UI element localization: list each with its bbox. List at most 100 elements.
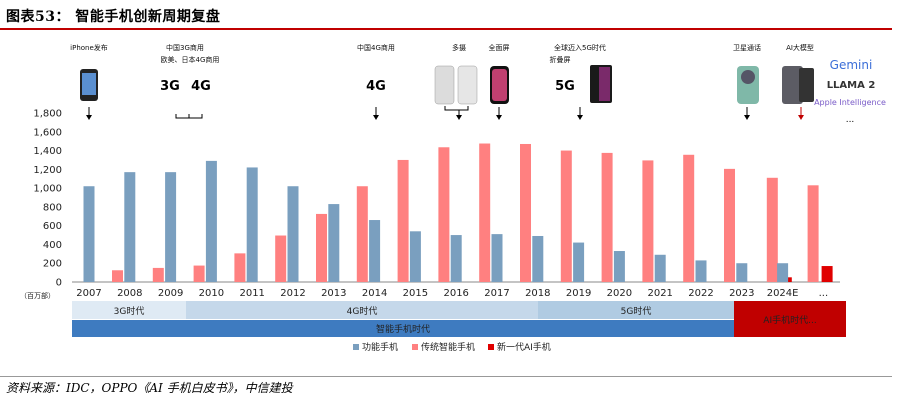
annotation-satellite: 卫星通话 xyxy=(733,43,761,120)
y-tick-label: 1,400 xyxy=(33,146,62,157)
phone-icon xyxy=(434,65,455,105)
x-tick-label: 2014 xyxy=(362,288,387,299)
era-3g-band xyxy=(72,301,186,319)
x-tick-label: 2022 xyxy=(688,288,713,299)
era-3g-label: 3G时代 xyxy=(114,305,145,317)
y-tick-label: 1,800 xyxy=(33,109,62,120)
x-tick-label: 2008 xyxy=(117,288,142,299)
x-tick-label: 2012 xyxy=(280,288,305,299)
bar-traditional-smartphone xyxy=(807,185,819,282)
annotation-5g: 全球迈入5G时代 折叠屏 5G xyxy=(550,43,612,120)
x-tick-label: 2007 xyxy=(76,288,101,299)
bar-traditional-smartphone xyxy=(397,159,409,282)
figure-title: 图表53： 智能手机创新周期复盘 xyxy=(6,9,221,25)
bar-feature-phone xyxy=(654,254,666,282)
bar-traditional-smartphone xyxy=(316,213,327,282)
legend-label-ai: 新一代AI手机 xyxy=(497,341,551,353)
llama-logo: LLAMA 2 xyxy=(827,80,876,91)
bar-traditional-smartphone xyxy=(234,253,246,282)
y-tick-label: 0 xyxy=(56,278,62,289)
x-tick-label: 2011 xyxy=(239,288,264,299)
x-tick-label: 2015 xyxy=(403,288,428,299)
chart: 0 200 400 600 800 1,000 1,200 1,400 1,600 1,800 （… xyxy=(20,43,886,353)
ai-era-band xyxy=(734,301,846,337)
y-tick-label: 600 xyxy=(43,221,62,232)
arrow-icon xyxy=(86,115,92,120)
arrow-icon xyxy=(373,115,379,120)
x-tick-label: 2010 xyxy=(199,288,224,299)
x-tick-label: 2016 xyxy=(443,288,468,299)
smartphone-era-label: 智能手机时代 xyxy=(376,323,430,335)
bar-traditional-smartphone xyxy=(560,150,572,282)
annotation-5g-label-2: 折叠屏 xyxy=(550,55,571,64)
x-tick-label: ... xyxy=(819,288,829,299)
bar-traditional-smartphone xyxy=(438,147,450,282)
annotation-satellite-label: 卫星通话 xyxy=(733,43,761,52)
bar-traditional-smartphone xyxy=(683,154,695,282)
annotation-iphone-label: iPhone发布 xyxy=(70,43,108,52)
legend-label-smart: 传统智能手机 xyxy=(421,341,475,353)
bar-feature-phone xyxy=(205,160,217,282)
x-tick-label: 2023 xyxy=(729,288,754,299)
y-tick-label: 1,000 xyxy=(33,184,62,195)
bar-traditional-smartphone xyxy=(520,143,531,282)
annotation-fullscreen-label: 全面屏 xyxy=(489,43,510,52)
bar-feature-phone xyxy=(573,242,585,282)
annotation-ai-label: AI大模型 xyxy=(786,43,814,52)
legend-swatch-ai xyxy=(488,344,494,350)
bar-traditional-smartphone xyxy=(724,168,735,282)
legend-swatch-smart xyxy=(412,344,418,350)
bar-feature-phone xyxy=(287,186,299,282)
x-tick-label: 2019 xyxy=(566,288,591,299)
phone-icon xyxy=(782,66,803,104)
y-tick-label: 1,200 xyxy=(33,165,62,176)
bar-feature-phone xyxy=(369,220,381,282)
unit-label: （百万部） xyxy=(20,291,55,300)
annotation-5g-label-1: 全球迈入5G时代 xyxy=(554,43,606,52)
y-tick-label: 400 xyxy=(43,240,62,251)
phone-icon xyxy=(457,65,478,105)
bar-feature-phone xyxy=(695,260,707,282)
bar-feature-phone xyxy=(736,263,748,282)
y-axis: 0 200 400 600 800 1,000 1,200 1,400 1,600 1,800 xyxy=(33,109,840,289)
arrow-icon xyxy=(496,115,502,120)
y-tick-label: 1,600 xyxy=(33,127,62,138)
era-4g-band xyxy=(186,301,538,319)
annotation-iphone: iPhone发布 xyxy=(70,43,108,120)
era-5g-band xyxy=(538,301,734,319)
arrow-icon xyxy=(577,115,583,120)
bar-feature-phone xyxy=(165,172,177,282)
bar-feature-phone xyxy=(613,251,625,282)
bar-traditional-smartphone xyxy=(356,186,368,282)
legend-swatch-feature xyxy=(353,344,359,350)
x-tick-label: 2020 xyxy=(607,288,632,299)
x-tick-label: 2013 xyxy=(321,288,346,299)
bar-feature-phone xyxy=(83,186,95,282)
x-tick-label: 2018 xyxy=(525,288,550,299)
gemini-logo: Gemini xyxy=(830,58,873,72)
apple-intelligence-logo: Apple Intelligence xyxy=(814,98,886,107)
bar-traditional-smartphone xyxy=(275,235,287,282)
annotation-ai-model: AI大模型 xyxy=(782,43,814,120)
arrow-icon xyxy=(798,115,804,120)
more-ellipsis: ... xyxy=(846,115,855,125)
title-rule xyxy=(0,28,892,30)
era-4g-label: 4G时代 xyxy=(347,305,378,317)
bar-feature-phone xyxy=(409,231,421,282)
bar-feature-phone xyxy=(246,167,258,282)
x-tick-label: 2017 xyxy=(484,288,509,299)
annotation-cn4g-label: 中国4G商用 xyxy=(357,43,395,52)
ai-model-logos: Gemini LLAMA 2 Apple Intelligence ... xyxy=(814,58,886,125)
era-5g-label: 5G时代 xyxy=(621,305,652,317)
x-tick-label: 2009 xyxy=(158,288,183,299)
badge-4g-cn: 4G xyxy=(366,79,386,94)
bar-traditional-smartphone xyxy=(642,160,654,282)
x-axis: 2007 2008 2009 2010 2011 2012 2013 2014 2015 2016… xyxy=(76,288,828,299)
bar-feature-phone xyxy=(777,263,789,282)
source-rule xyxy=(0,376,892,377)
bar-traditional-smartphone xyxy=(112,270,123,282)
arrow-icon xyxy=(744,115,750,120)
bar-feature-phone xyxy=(328,204,340,282)
x-tick-label: 2024E xyxy=(767,288,799,299)
y-tick-label: 800 xyxy=(43,202,62,213)
